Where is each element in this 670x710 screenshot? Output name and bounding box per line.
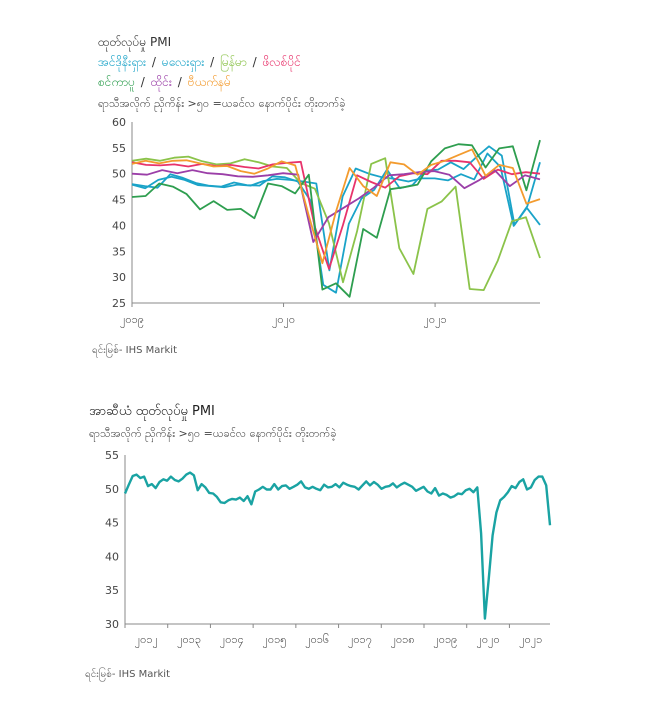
series-line-2 [131, 155, 541, 292]
y-tick-label: 45 [112, 194, 126, 207]
series-line-3 [131, 159, 541, 270]
series-line-0 [131, 145, 541, 294]
legend-entry: အင်ဒိုနီးရှား [98, 55, 147, 69]
legend-entry: / [206, 55, 218, 69]
chart1-title: ထုတ်လုပ်မှု PMI [98, 35, 172, 49]
legend-entry: / [136, 75, 149, 89]
series-line-4 [131, 139, 541, 298]
x-tick-label: ၂၀၁၉ [120, 313, 144, 328]
legend-entry: / [248, 55, 261, 69]
y-tick-label: 60 [112, 116, 126, 129]
y-tick-label: 35 [112, 245, 126, 258]
legend-entry: ဖိလစ်ပိုင် [262, 55, 301, 69]
y-tick-label: 50 [112, 168, 126, 181]
legend-entry: ထိုင်း [150, 75, 172, 89]
chart1-legend-row2: စင်ကာပူ / ထိုင်း / ဗီယက်နမ် [98, 74, 233, 92]
chart2-title: အာဆီယံ ထုတ်လုပ်မှု PMI [89, 404, 215, 419]
chart1-legend-row1: အင်ဒိုနီးရှား / မလေးရှား / မြန်မာ / ဖိလစ… [98, 54, 303, 72]
y-tick-label: 30 [112, 271, 126, 284]
x-tick-label: ၂၀၂၀ [272, 313, 295, 328]
y-tick-label: 40 [112, 219, 126, 232]
series-line-6 [131, 148, 541, 265]
y-tick-label: 55 [112, 142, 126, 155]
chart1-source: ရင်းမြစ်- IHS Markit [92, 345, 177, 356]
legend-entry: မြန်မာ [219, 55, 247, 69]
legend-entry: မလေးရှား [161, 55, 205, 69]
y-tick-label: 25 [112, 297, 126, 310]
chart2-subtitle: ရာသီအလိုက် ညှိကိန်း >၅၀ =ယခင်လ နောက်ပိုင… [89, 427, 337, 440]
legend-entry: / [173, 75, 186, 89]
x-tick-label: ၂၀၂၁ [423, 313, 446, 328]
series-line-1 [131, 152, 541, 272]
chart2-source: ရင်းမြစ်- IHS Markit [85, 669, 170, 680]
legend-entry: စင်ကာပူ [98, 75, 135, 89]
legend-entry: ဗီယက်နမ် [187, 75, 231, 89]
chart1-subtitle: ရာသီအလိုက် ညှိကိန်း >၅၀ =ယခင်လ နောက်ပိုင… [98, 97, 346, 110]
legend-entry: / [148, 55, 160, 69]
